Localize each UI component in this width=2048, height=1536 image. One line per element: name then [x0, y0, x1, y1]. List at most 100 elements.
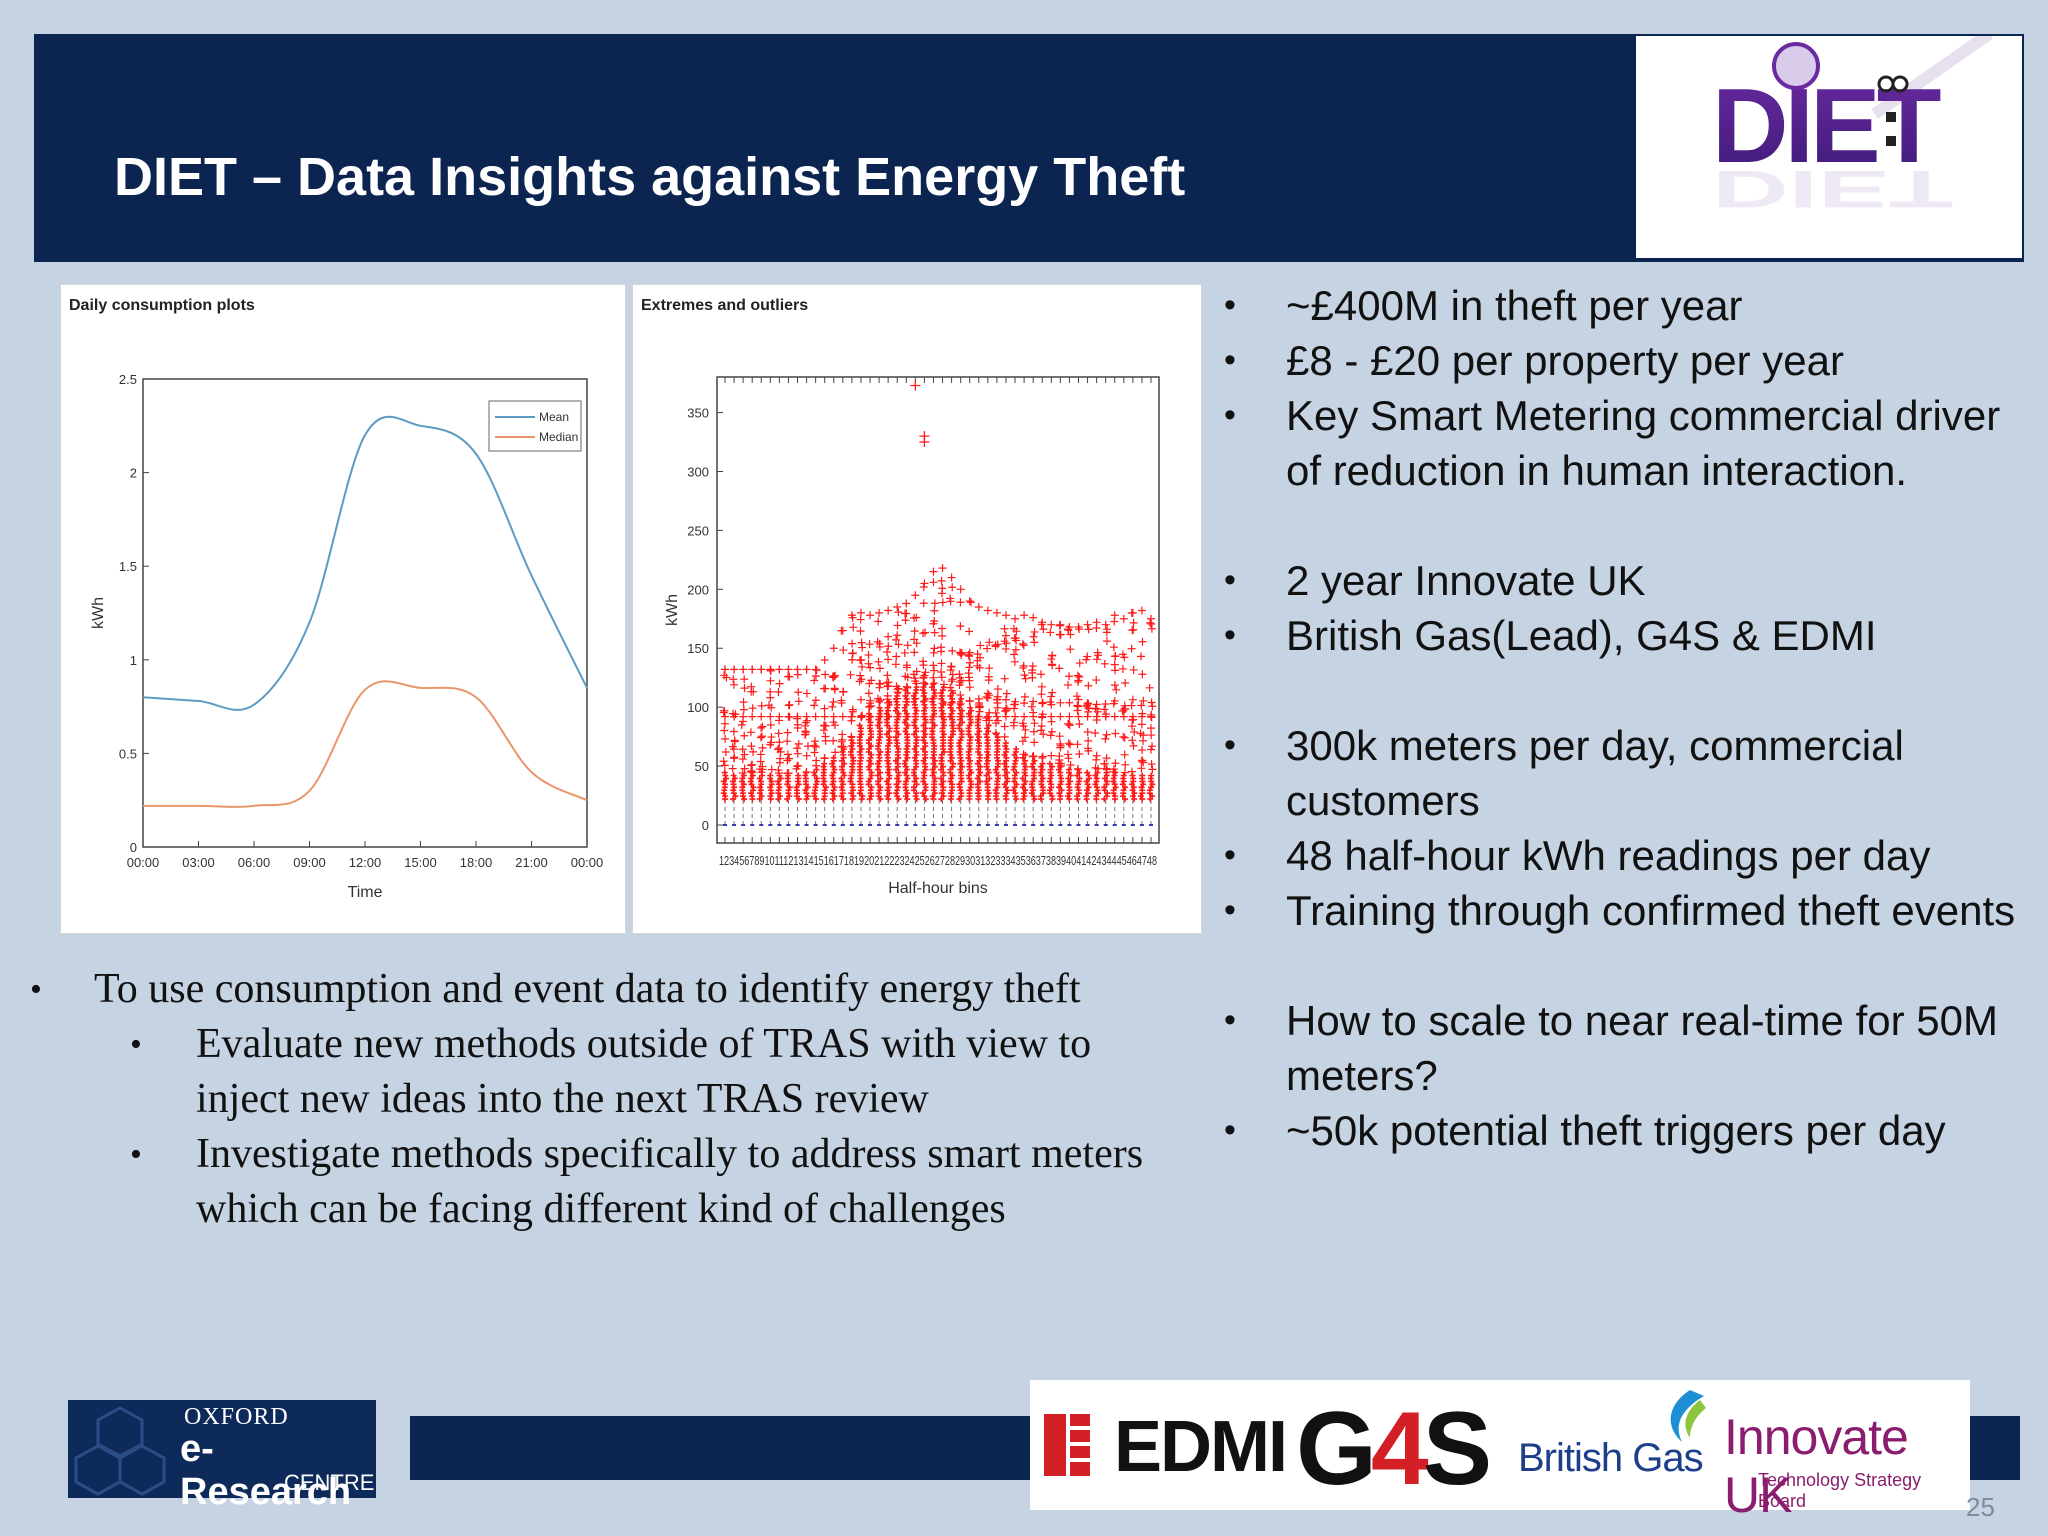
outlier-point — [931, 690, 938, 697]
outlier-point — [902, 712, 911, 721]
y-tick-label: 50 — [695, 759, 709, 774]
outlier-point — [1029, 632, 1038, 641]
page-number: 25 — [1966, 1492, 1995, 1522]
outlier-point — [737, 720, 746, 729]
outlier-point — [730, 736, 739, 745]
bullet-half-hour-readings: 48 half-hour kWh readings per day — [1218, 828, 2018, 883]
outlier-point — [810, 741, 819, 750]
bullet-innovate-uk: 2 year Innovate UK — [1218, 553, 2018, 608]
outlier-point — [828, 702, 837, 711]
outlier-point — [1055, 621, 1064, 630]
outlier-point — [1102, 765, 1111, 774]
british-gas-flame-icon — [1670, 1390, 1706, 1442]
outlier-point — [902, 728, 909, 735]
outlier-point — [947, 662, 956, 671]
outlier-point — [984, 781, 991, 788]
outlier-point — [1047, 727, 1056, 736]
outlier-point — [757, 701, 766, 710]
outlier-point — [1074, 702, 1083, 711]
outlier-point — [1110, 681, 1119, 690]
outlier-point — [983, 778, 990, 785]
outlier-point — [1110, 712, 1119, 721]
outlier-point — [1029, 613, 1038, 622]
outlier-point — [967, 598, 976, 607]
outlier-point — [1020, 699, 1029, 708]
outlier-point — [740, 764, 749, 773]
outlier-point — [811, 737, 820, 746]
outlier-point — [1074, 676, 1083, 685]
outlier-point — [983, 644, 992, 653]
outlier-point — [1110, 775, 1117, 782]
outlier-point — [947, 677, 956, 686]
outlier-point — [902, 682, 911, 691]
outlier-point — [1057, 781, 1064, 788]
outlier-point — [1029, 712, 1038, 721]
outlier-point — [819, 726, 828, 735]
outlier-point — [829, 790, 836, 797]
y-tick-label: 0.5 — [119, 746, 137, 761]
svg-text:DIET: DIET — [1712, 160, 1953, 219]
outlier-point — [739, 665, 748, 674]
outlier-point — [1127, 644, 1136, 653]
outlier-point — [919, 599, 928, 608]
outlier-point — [1019, 641, 1028, 650]
outlier-point — [1147, 731, 1156, 740]
y-axis-label: kWh — [90, 597, 107, 629]
outlier-point — [984, 757, 991, 764]
outlier-point — [812, 756, 821, 765]
outlier-point — [1129, 618, 1138, 627]
outlier-point — [947, 790, 954, 797]
outlier-point — [839, 646, 848, 655]
outlier-point — [1120, 733, 1129, 742]
edmi-logo: EDMI — [1114, 1407, 1288, 1487]
outlier-point — [1048, 651, 1057, 660]
outlier-point — [1046, 760, 1053, 767]
outlier-point — [785, 754, 794, 763]
outlier-point — [847, 732, 856, 741]
outlier-point — [957, 737, 964, 744]
outlier-point — [974, 712, 983, 721]
outlier-point — [838, 735, 847, 744]
chart1-title: Daily consumption plots — [69, 297, 255, 314]
outlier-point — [902, 697, 911, 706]
outlier-point — [802, 751, 811, 760]
outlier-point — [865, 640, 874, 649]
outlier-point — [740, 684, 749, 693]
outlier-point — [774, 729, 783, 738]
outlier-point — [866, 699, 875, 708]
outlier-point — [1148, 742, 1157, 751]
outlier-point — [910, 648, 919, 657]
outlier-point — [1066, 740, 1075, 749]
outlier-point — [1010, 657, 1019, 666]
outlier-point — [967, 704, 974, 711]
outlier-point — [748, 760, 757, 769]
outlier-point — [838, 793, 845, 800]
outlier-point — [919, 657, 928, 666]
outlier-point — [729, 675, 738, 684]
outlier-point — [764, 701, 773, 710]
outlier-point — [965, 658, 974, 667]
outlier-point — [837, 743, 846, 752]
outlier-point — [867, 728, 874, 735]
outlier-point — [856, 712, 865, 721]
outlier-point — [811, 712, 820, 721]
outlier-point — [865, 703, 874, 712]
outlier-point — [801, 730, 810, 739]
outlier-point — [911, 591, 920, 600]
outlier-point — [1064, 750, 1073, 759]
outlier-point — [775, 787, 782, 794]
outlier-point — [920, 697, 929, 706]
outlier-point — [975, 663, 984, 672]
outlier-point — [992, 712, 1001, 721]
outlier-point — [756, 733, 765, 742]
outlier-point — [1075, 659, 1084, 668]
outlier-point — [939, 680, 948, 689]
outlier-point — [892, 635, 901, 644]
outlier-point — [1111, 759, 1120, 768]
outlier-point — [920, 775, 927, 782]
outlier-point — [1139, 696, 1148, 705]
outlier-point — [1128, 695, 1137, 704]
outlier-point — [1129, 665, 1138, 674]
outlier-point — [1091, 728, 1100, 737]
outlier-point — [939, 725, 946, 732]
